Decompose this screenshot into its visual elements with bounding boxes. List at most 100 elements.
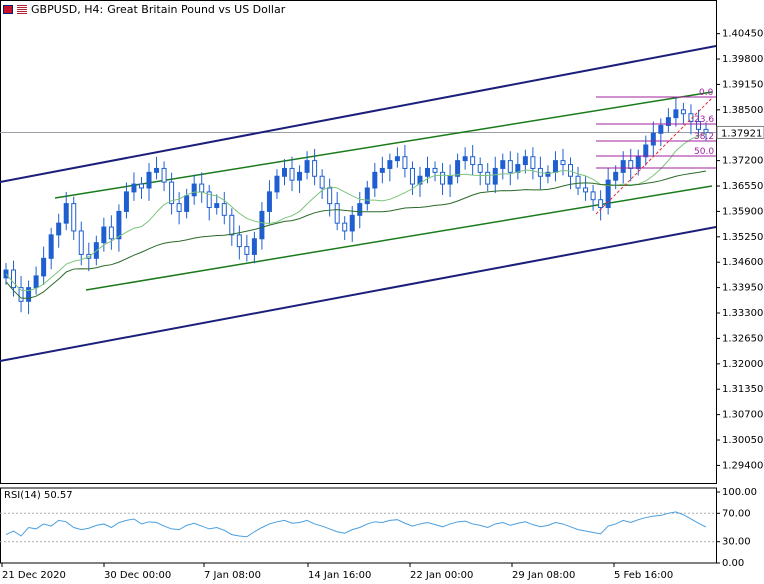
ma-fast-line — [5, 131, 707, 292]
x-tick-label: 5 Feb 16:00 — [614, 570, 673, 581]
candle-body — [184, 195, 190, 212]
candle-body — [530, 156, 536, 169]
candle-body — [259, 210, 265, 240]
x-tick-label: 14 Jan 16:00 — [308, 570, 371, 581]
candle-body — [334, 203, 340, 224]
candle-body — [507, 160, 513, 173]
inner-channel-lower — [85, 185, 713, 291]
rsi-pane-frame — [0, 487, 717, 564]
ma-slow-line — [5, 170, 707, 299]
y-tick-label: 1.37200 — [722, 156, 763, 167]
y-tick-label: 1.31350 — [722, 384, 763, 395]
inner-channel-upper — [54, 91, 713, 199]
outer-channel-upper — [0, 45, 717, 183]
symbol-label: GBPUSD, H4: — [31, 3, 104, 16]
outer-channel-lower — [0, 226, 717, 362]
candle-body — [590, 191, 596, 201]
y-tick-label: 1.33300 — [722, 308, 763, 319]
candle-body — [214, 203, 220, 209]
symbol-description: Great Britain Pound vs US Dollar — [107, 3, 286, 16]
candle-body — [432, 167, 438, 173]
y-tick-label: 1.34600 — [722, 257, 763, 268]
candle-body — [221, 203, 227, 216]
x-tick-label: 22 Jan 00:00 — [410, 570, 473, 581]
candle-body — [71, 203, 77, 232]
candle-body — [116, 210, 122, 240]
candle-body — [123, 191, 129, 212]
candle-body — [206, 191, 212, 209]
candle-body — [409, 167, 415, 185]
candle-body — [522, 156, 528, 166]
candle-body — [665, 117, 671, 126]
candle-body — [274, 175, 280, 193]
candle-body — [281, 167, 287, 177]
rsi-tick-label: 0.00 — [722, 558, 744, 569]
candle-body — [598, 199, 604, 209]
candle-body — [372, 171, 378, 189]
y-tick-label: 1.32000 — [722, 359, 763, 370]
candle-body — [289, 167, 295, 181]
candle-body — [462, 156, 468, 162]
candle-body — [304, 160, 310, 173]
candle-body — [33, 275, 39, 289]
y-tick-label: 1.39150 — [722, 79, 763, 90]
candle-body — [244, 246, 250, 255]
candle-body — [402, 156, 408, 169]
candle-body — [48, 234, 54, 259]
candle-body — [643, 144, 649, 158]
candle-body — [199, 183, 205, 193]
y-tick-label: 1.35900 — [722, 206, 763, 217]
candle-body — [191, 183, 197, 197]
candle-body — [695, 121, 701, 130]
current-price-label: 1.37921 — [721, 128, 762, 139]
x-tick-label: 7 Jan 08:00 — [204, 570, 261, 581]
y-tick-label: 1.30700 — [722, 410, 763, 421]
candle-body — [327, 187, 333, 205]
candle-body — [176, 203, 182, 212]
candle-body — [575, 175, 581, 189]
candle-body — [138, 183, 144, 189]
candle-body — [613, 171, 619, 181]
candle-body — [500, 160, 506, 169]
candle-body — [477, 164, 483, 173]
candle-body — [26, 287, 32, 302]
candle-body — [492, 167, 498, 185]
candle-body — [680, 109, 686, 115]
candle-body — [583, 187, 589, 193]
y-tick-label: 1.39800 — [722, 54, 763, 65]
candle-body — [146, 171, 152, 189]
candle-body — [108, 226, 114, 240]
candle-body — [251, 238, 257, 255]
current-price-box — [716, 125, 764, 139]
candle-body — [379, 167, 385, 173]
candle-body — [319, 175, 325, 189]
candle-body — [620, 160, 626, 173]
candle-body — [236, 234, 242, 248]
rsi-line — [5, 511, 707, 538]
candle-body — [552, 160, 558, 173]
candle-body — [560, 160, 566, 166]
candle-body — [131, 183, 137, 193]
candle-body — [229, 214, 235, 236]
candle-body — [387, 160, 393, 169]
candle-body — [628, 160, 634, 169]
x-tick-label: 29 Jan 08:00 — [512, 570, 575, 581]
candle-body — [312, 160, 318, 177]
candle-body — [41, 257, 47, 277]
candle-body — [658, 124, 664, 134]
candle-body — [169, 181, 175, 205]
candle-body — [364, 187, 370, 205]
candle-body — [101, 226, 107, 244]
candle-body — [266, 191, 272, 212]
fib-level-label: 0.0 — [699, 88, 714, 98]
candle-body — [357, 203, 363, 216]
candle-body — [425, 167, 431, 177]
candle-body — [447, 175, 453, 185]
rsi-tick-label: 30.00 — [722, 537, 751, 548]
candle-body — [417, 175, 423, 185]
candle-body — [673, 109, 679, 119]
fib-level-label: 23.6 — [694, 115, 714, 125]
rsi-label: RSI(14) 50.57 — [4, 490, 73, 501]
y-tick-label: 1.35250 — [722, 232, 763, 243]
